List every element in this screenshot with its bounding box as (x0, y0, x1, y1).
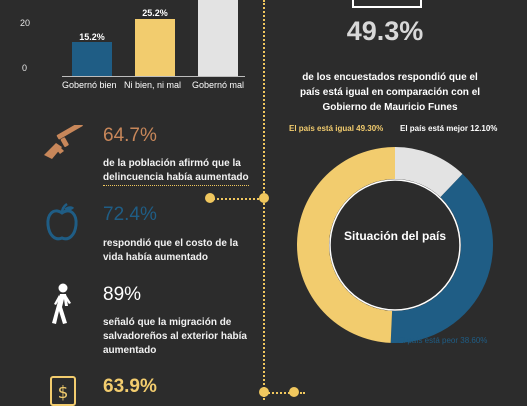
bar-ni-bien-ni-mal (135, 19, 175, 76)
bar-gobierno-bien (72, 41, 112, 76)
stat-cost-line-2: vida había aumentado (103, 252, 209, 263)
y-tick-0: 0 (22, 63, 28, 73)
legend-mejor: El país está mejor 12.10% (400, 124, 498, 133)
stat-migration-line-2: salvadoreños al exterior había (103, 331, 247, 342)
donut-hole-ring (329, 179, 461, 311)
bar-label-gobierno-bien: 15.2% (79, 32, 105, 42)
divider-dot-4 (289, 387, 299, 397)
x-label-gobierno-bien: Gobernó bien (62, 80, 117, 90)
stat-migration-desc: señaló que la migración de salvadoreños … (103, 316, 247, 358)
donut-title: Situación del país (343, 229, 447, 243)
divider-connector-2 (265, 392, 305, 394)
x-label-ni-bien-ni-mal: Ni bien, ni mal (124, 80, 182, 90)
headline-value: 49.3% (346, 16, 424, 46)
stat-cost-value: 72.4% (103, 204, 157, 225)
rifle-icon (44, 125, 83, 159)
divider-connector-1 (210, 198, 262, 200)
subtext-line-3: Gobierno de Mauricio Funes (322, 102, 458, 113)
subtext-line-1: de los encuestados respondió que el (302, 72, 478, 83)
headline-subtext: de los encuestados respondió que el país… (280, 70, 500, 115)
stat-crime-line-1: de la población afirmó que la (103, 158, 241, 169)
header-box (352, 0, 422, 8)
divider-dot-1 (205, 193, 215, 203)
x-label-gobierno-mal: Gobernó mal (192, 80, 245, 90)
stat-crime-desc: de la población afirmó que la delincuenc… (103, 157, 249, 186)
donut-slice-1 (395, 147, 463, 198)
svg-text:$: $ (58, 383, 69, 403)
divider-dot-3 (259, 387, 269, 397)
dollar-icon: $ (50, 376, 76, 406)
legend-igual: El país está igual 49.30% (289, 124, 384, 133)
y-tick-20: 20 (20, 18, 31, 28)
subtext-line-2: país está igual en comparación con el (299, 87, 481, 98)
stat-migration-line-3: aumentado (103, 345, 157, 356)
donut-chart (296, 147, 493, 343)
stat-crime-value: 64.7% (103, 125, 157, 146)
bar-axis-line (62, 76, 245, 77)
walking-person-icon (52, 283, 71, 324)
stat-crime-line-2: delincuencia había aumentado (103, 171, 249, 186)
stat-cost-desc: respondió que el costo de la vida había … (103, 237, 238, 265)
stat-cost-line-1: respondió que el costo de la (103, 238, 239, 249)
donut-slice-2 (390, 173, 493, 343)
bar-label-ni-bien-ni-mal: 25.2% (142, 8, 168, 18)
stat-economy-value: 63.9% (103, 376, 157, 397)
bar-gobierno-mal (198, 0, 238, 76)
stat-migration-line-1: señaló que la migración de (103, 317, 232, 328)
legend-peor: El país está peor 38.60% (398, 336, 488, 345)
divider-dot-2 (259, 193, 269, 203)
apple-icon (46, 203, 78, 241)
stat-migration-value: 89% (103, 284, 142, 305)
donut-slice-0 (296, 147, 395, 343)
